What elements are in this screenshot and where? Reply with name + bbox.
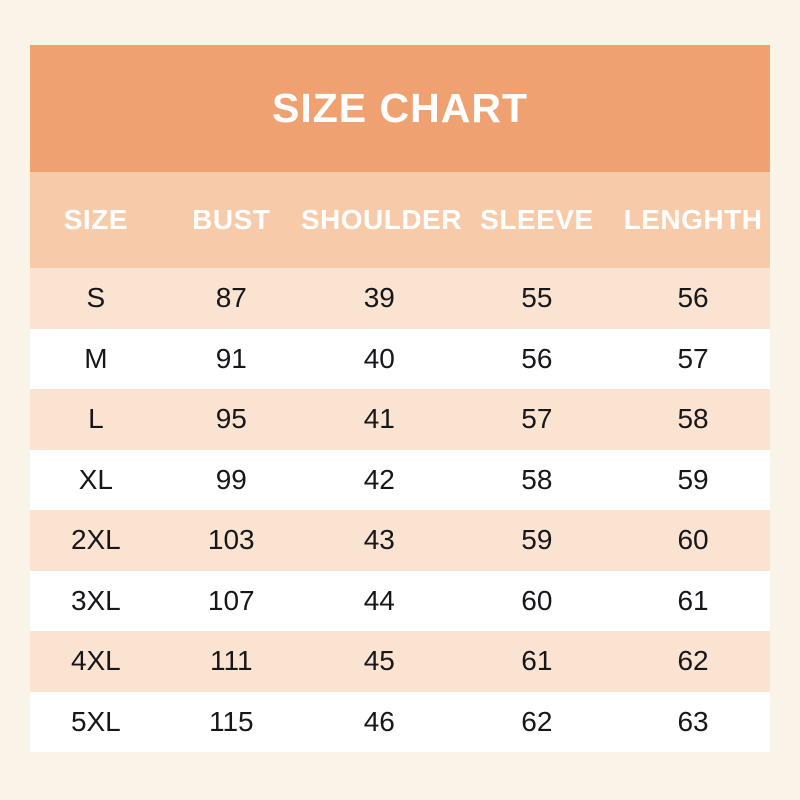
cell-size: 3XL — [70, 584, 121, 616]
table-header-row: SIZE BUST SHOULDER SLEEVE LENGHTH — [30, 172, 770, 268]
cell-length: 61 — [677, 584, 709, 616]
table-row-4xl: 4XL 111 45 61 62 — [30, 631, 770, 692]
cell-length: 56 — [677, 282, 709, 314]
cell-bust: 95 — [215, 403, 247, 435]
cell-bust: 91 — [215, 342, 247, 374]
cell-length: 59 — [677, 463, 709, 495]
cell-length: 62 — [677, 645, 709, 677]
cell-shoulder: 43 — [363, 524, 395, 556]
cell-sleeve: 56 — [521, 342, 553, 374]
column-header-sleeve: SLEEVE — [480, 204, 594, 235]
column-header-size: SIZE — [63, 204, 128, 235]
cell-bust: 111 — [209, 645, 253, 677]
cell-size: M — [84, 342, 108, 374]
cell-shoulder: 40 — [363, 342, 395, 374]
size-chart-table: SIZE BUST SHOULDER SLEEVE LENGHTH S 87 3… — [30, 172, 770, 752]
cell-sleeve: 55 — [521, 282, 553, 314]
column-header-bust: BUST — [192, 204, 271, 235]
cell-bust: 99 — [215, 463, 247, 495]
cell-shoulder: 41 — [363, 403, 395, 435]
cell-shoulder: 42 — [363, 463, 395, 495]
cell-shoulder: 39 — [363, 282, 395, 314]
cell-length: 60 — [677, 524, 709, 556]
cell-sleeve: 61 — [521, 645, 553, 677]
cell-sleeve: 60 — [521, 584, 553, 616]
cell-sleeve: 62 — [521, 705, 553, 737]
cell-length: 58 — [677, 403, 709, 435]
cell-bust: 115 — [208, 705, 254, 737]
cell-size: XL — [78, 463, 113, 495]
cell-bust: 107 — [207, 584, 255, 616]
table-row-5xl: 5XL 115 46 62 63 — [30, 691, 770, 752]
cell-sleeve: 59 — [521, 524, 553, 556]
column-header-length: LENGHTH — [623, 204, 763, 235]
cell-size: L — [88, 403, 104, 435]
cell-bust: 103 — [207, 524, 255, 556]
cell-shoulder: 45 — [363, 645, 395, 677]
cell-length: 57 — [677, 342, 709, 374]
size-chart-title: SIZE CHART — [30, 45, 770, 172]
cell-sleeve: 58 — [521, 463, 553, 495]
cell-size: 2XL — [70, 524, 121, 556]
table-row-2xl: 2XL 103 43 59 60 — [30, 510, 770, 571]
cell-bust: 87 — [215, 282, 247, 314]
table-row-3xl: 3XL 107 44 60 61 — [30, 570, 770, 631]
table-row-m: M 91 40 56 57 — [30, 328, 770, 389]
cell-length: 63 — [677, 705, 709, 737]
table-row-l: L 95 41 57 58 — [30, 389, 770, 450]
cell-sleeve: 57 — [521, 403, 553, 435]
column-header-shoulder: SHOULDER — [300, 204, 462, 235]
table-row-s: S 87 39 55 56 — [30, 268, 770, 329]
cell-shoulder: 44 — [363, 584, 395, 616]
table-row-xl: XL 99 42 58 59 — [30, 449, 770, 510]
cell-shoulder: 46 — [363, 705, 395, 737]
size-chart: SIZE CHART SIZE BUST SHOULDER SLEEVE LEN… — [30, 45, 770, 752]
cell-size: S — [86, 282, 106, 314]
cell-size: 5XL — [70, 705, 121, 737]
cell-size: 4XL — [70, 645, 121, 677]
